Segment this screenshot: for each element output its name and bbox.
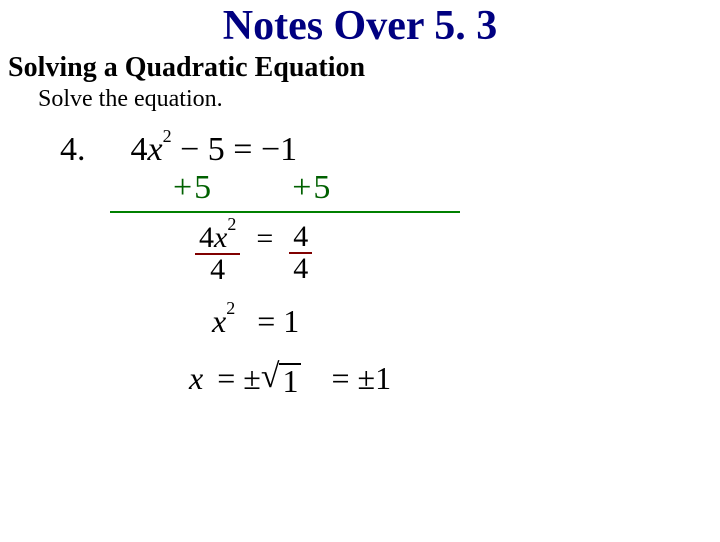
add5-right: +5 — [292, 169, 332, 206]
frac-num-right: 4 — [289, 222, 312, 252]
add5-left: +5 — [173, 169, 213, 206]
sqrt-expr: √ 1 — [261, 360, 302, 397]
equation-line-2-add5: +5 +5 — [173, 169, 720, 207]
minus-term: − 5 — [180, 131, 225, 168]
plus-minus-2: ± — [358, 360, 376, 397]
fraction-right: 4 4 — [289, 222, 312, 284]
fraction-left: 4x2 4 — [195, 221, 240, 285]
equation-line-1: 4. 4x2 − 5 = −1 — [60, 131, 720, 169]
equals-sign-l5b: = — [331, 360, 349, 397]
frac-num-exp: 2 — [227, 214, 236, 234]
var-x-l5: x — [189, 360, 203, 397]
equals-sign-l5a: = — [217, 360, 235, 397]
val-1-l5: 1 — [375, 360, 391, 397]
frac-num-coef: 4 — [199, 221, 214, 254]
equals-sign-l4: = — [257, 303, 275, 339]
frac-den-left: 4 — [206, 255, 229, 285]
equation-line-3-fraction: 4x2 4 = 4 4 — [195, 221, 720, 285]
equation-line-4: x2 = 1 — [212, 303, 720, 340]
equals-sign: = — [233, 131, 252, 168]
sqrt-symbol: √ — [261, 360, 280, 394]
sqrt-arg: 1 — [279, 363, 301, 397]
coef-4: 4 — [131, 131, 148, 168]
equals-sign-frac: = — [256, 222, 273, 284]
math-work-area: 4. 4x2 − 5 = −1 +5 +5 4x2 4 = 4 4 x2 = 1 — [60, 131, 720, 397]
equation-line-5: x = ± √ 1 = ± 1 — [189, 360, 720, 397]
frac-num-var: x — [214, 221, 227, 254]
var-x: x — [148, 131, 163, 168]
exp-2: 2 — [163, 126, 172, 146]
exp-2-l4: 2 — [226, 298, 235, 318]
green-underline — [110, 211, 460, 213]
instruction-text: Solve the equation. — [38, 86, 720, 113]
frac-den-right: 4 — [289, 254, 312, 284]
page-title: Notes Over 5. 3 — [0, 2, 720, 50]
val-1-l4: 1 — [283, 303, 299, 339]
var-x-l4: x — [212, 303, 226, 339]
plus-minus-1: ± — [243, 360, 261, 397]
problem-number: 4. — [60, 131, 86, 168]
subheading: Solving a Quadratic Equation — [8, 52, 720, 84]
rhs-neg1: −1 — [261, 131, 297, 168]
